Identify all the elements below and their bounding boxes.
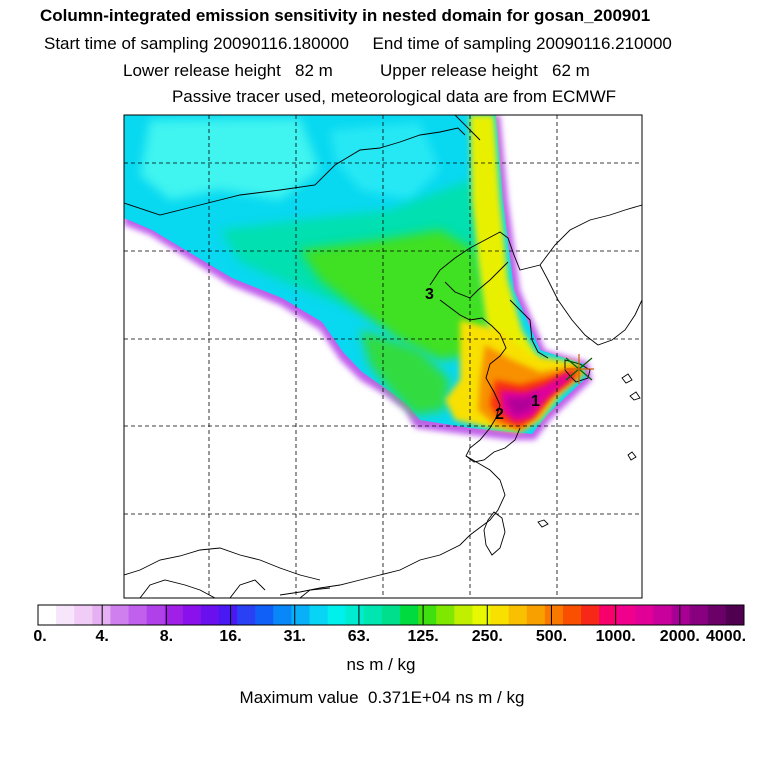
colorbar-tick-label: 4000. [705,628,747,645]
map-label-2: 2 [495,406,504,423]
colorbar-swatch [128,605,148,625]
colorbar-swatch [617,605,636,625]
colorbar-swatch [182,605,202,625]
map-label-3: 3 [425,286,434,303]
colorbar-frame [37,604,745,626]
south-border-4 [299,587,331,598]
island-2 [627,451,637,461]
colorbar-swatch [581,605,600,625]
colorbar-swatch [74,605,93,625]
colorbar-swatch [309,605,329,625]
plume-green-2 [360,330,450,415]
colorbar-unit: ns m / kg [346,655,416,674]
colorbar-swatch [400,605,419,625]
colorbar-tick-label: 31. [283,628,306,645]
island-4 [629,391,641,401]
colorbar-tick-label: 125. [407,628,439,645]
colorbar-tick-label: 8. [159,628,174,645]
colorbar-swatch [255,605,274,625]
map-frame [123,114,643,599]
colorbar-swatch [146,605,166,625]
max-value-text: Maximum value 0.371E+04 ns m / kg [239,688,525,707]
plume-field [124,115,592,440]
colorbar-tick-label: 2000. [659,628,700,645]
colorbar-swatch [472,605,492,625]
colorbar [37,604,745,626]
colorbar-swatch [381,605,401,625]
korea-west-coast [509,299,549,359]
colorbar-swatch [363,605,383,625]
colorbar-swatch [345,605,365,625]
colorbar-tick-label: 63. [347,628,371,645]
colorbar-tick-label: 500. [535,628,568,645]
south-border-3 [229,579,266,598]
colorbar-swatch [237,605,256,625]
colorbar-swatch [689,605,709,625]
coast-bohai [444,261,509,299]
sampling-time-line: Start time of sampling 20090116.180000 E… [44,34,672,53]
south-border-1 [124,547,321,581]
border-line-1 [124,127,466,216]
island-1 [621,373,633,384]
colorbar-swatch [508,605,528,625]
colorbar-tick-label: 250. [471,628,503,645]
colorbar-swatch [490,605,510,625]
colorbar-swatch [291,605,311,625]
coast-china-east [439,299,521,463]
map-title: Column-integrated emission sensitivity i… [40,6,651,25]
colorbar-tick-label: 16. [219,628,242,645]
colorbar-swatch [454,605,473,625]
colorbar-swatch [418,605,437,625]
colorbar-swatch [200,605,220,625]
colorbar-swatch [653,605,673,625]
release-height-line: Lower release height 82 m Upper release … [123,61,590,80]
korea-peninsula [539,264,642,346]
colorbar-swatch [562,605,582,625]
coast-china-south [279,455,506,596]
colorbar-swatch [110,605,130,625]
colorbar-swatch [92,605,111,625]
colorbar-swatch [327,605,347,625]
south-border-2 [139,579,216,598]
colorbar-swatch [544,605,564,625]
colorbar-tick-label: 0. [33,628,47,645]
colorbar-tick-label: 1000. [595,628,636,645]
taiwan [483,511,506,556]
map-label-1: 1 [531,393,540,410]
colorbar-swatch [526,605,546,625]
colorbar-swatch [707,605,727,625]
colorbar-swatch [671,605,691,625]
coastlines [124,115,642,598]
colorbar-swatch [436,605,455,625]
colorbar-swatch [725,605,745,625]
colorbar-swatch [219,605,238,625]
colorbar-swatch [38,605,57,625]
plume-yellow-stream [470,115,540,380]
star-marker [564,354,594,384]
tracer-info-line: Passive tracer used, meteorological data… [171,87,617,106]
island-3 [537,519,549,528]
plume-green [300,230,490,360]
colorbar-swatch [599,605,618,625]
colorbar-tick-label: 4. [95,628,109,645]
korea-north-border [429,204,642,286]
plume-core-deep [505,392,540,416]
colorbar-swatch [56,605,75,625]
plume-cyan-light [140,118,320,200]
japan-coast [564,359,591,383]
plume-cyan-light-2 [330,122,440,200]
grid-lines [124,115,642,598]
colorbar-swatch [635,605,654,625]
colorbar-swatch [273,605,292,625]
colorbar-swatch [164,605,184,625]
